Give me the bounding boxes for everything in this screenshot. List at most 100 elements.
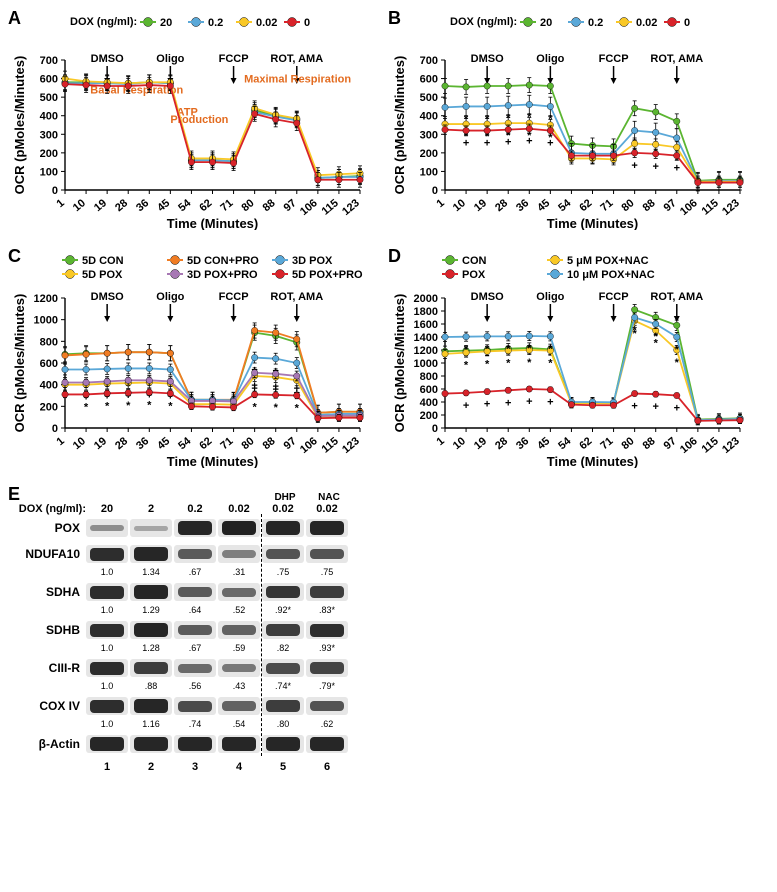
dens-val: .75 <box>262 567 304 579</box>
svg-text:0.2: 0.2 <box>208 17 223 29</box>
panel-E: E DHP NAC DOX (ng/ml):2020.20.020.020.02… <box>10 486 370 773</box>
svg-text:0: 0 <box>432 423 438 435</box>
protein-label: COX IV <box>10 699 86 713</box>
svg-text:5D POX: 5D POX <box>82 269 123 281</box>
svg-text:115: 115 <box>320 435 341 456</box>
svg-text:115: 115 <box>700 197 721 218</box>
svg-text:20: 20 <box>540 17 552 29</box>
dens-val: .43 <box>218 681 260 693</box>
lane-num: 4 <box>218 761 260 773</box>
svg-text:+: + <box>547 138 553 150</box>
dens-val: .79* <box>306 681 348 693</box>
svg-text:1200: 1200 <box>414 345 438 357</box>
svg-text:*: * <box>527 357 532 369</box>
svg-text:DMSO: DMSO <box>91 53 124 65</box>
svg-text:ROT, AMA: ROT, AMA <box>650 291 703 303</box>
dens-val: 1.28 <box>130 643 172 655</box>
svg-text:600: 600 <box>40 358 58 370</box>
dens-val: .74* <box>262 681 304 693</box>
bracket-label: DHP <box>264 492 306 503</box>
lane-dox: 20 <box>86 503 128 515</box>
svg-text:*: * <box>548 343 553 355</box>
protein-label: SDHA <box>10 585 86 599</box>
svg-text:123: 123 <box>340 435 362 456</box>
svg-text:5D CON+PRO: 5D CON+PRO <box>187 255 259 267</box>
svg-text:1200: 1200 <box>34 293 58 305</box>
blot-lane <box>86 545 128 563</box>
svg-text:1: 1 <box>435 435 447 448</box>
panel-letter: B <box>388 8 401 29</box>
svg-text:600: 600 <box>420 74 438 86</box>
svg-text:Time (Minutes): Time (Minutes) <box>547 216 639 230</box>
protein-label: CIII-R <box>10 661 86 675</box>
blot-lane <box>218 519 260 537</box>
dens-val: .52 <box>218 605 260 617</box>
gel-splice-line <box>261 514 262 756</box>
panel-C: C020040060080010001200110192836455462718… <box>10 248 370 468</box>
svg-text:POX: POX <box>462 269 486 281</box>
svg-text:115: 115 <box>320 197 341 218</box>
svg-text:DMSO: DMSO <box>91 291 124 303</box>
blot-row: β-Actin <box>10 731 370 757</box>
svg-text:28: 28 <box>493 197 510 214</box>
svg-text:+: + <box>272 381 278 393</box>
lane-dox: 0.2 <box>174 503 216 515</box>
dens-val: .88 <box>130 681 172 693</box>
svg-text:71: 71 <box>218 197 235 214</box>
dens-val: .31 <box>218 567 260 579</box>
svg-text:1600: 1600 <box>414 319 438 331</box>
blot-lane <box>130 519 172 537</box>
dens-val: .54 <box>218 719 260 731</box>
svg-text:28: 28 <box>493 435 510 452</box>
svg-text:CON: CON <box>462 255 487 267</box>
svg-text:500: 500 <box>40 92 58 104</box>
svg-text:71: 71 <box>218 435 235 452</box>
svg-text:OCR (pMoles/Minutes): OCR (pMoles/Minutes) <box>12 294 27 433</box>
svg-text:0: 0 <box>684 17 690 29</box>
lane-num: 2 <box>130 761 172 773</box>
svg-text:1: 1 <box>55 435 67 448</box>
svg-text:1: 1 <box>55 197 67 210</box>
dens-val: .80 <box>262 719 304 731</box>
blot-lane <box>262 697 304 715</box>
svg-text:*: * <box>485 358 490 370</box>
blot-lane <box>306 659 348 677</box>
svg-text:3D POX: 3D POX <box>292 255 333 267</box>
dens-val: .75 <box>306 567 348 579</box>
svg-text:100: 100 <box>40 166 58 178</box>
svg-text:OCR (pMoles/Minutes): OCR (pMoles/Minutes) <box>392 294 407 433</box>
svg-text:*: * <box>274 402 279 414</box>
svg-text:*: * <box>253 401 258 413</box>
svg-text:*: * <box>168 400 173 412</box>
svg-text:+: + <box>484 399 490 411</box>
svg-text:Time (Minutes): Time (Minutes) <box>547 454 639 468</box>
svg-text:*: * <box>84 401 89 413</box>
svg-text:FCCP: FCCP <box>219 53 249 65</box>
svg-text:10: 10 <box>451 197 468 214</box>
svg-text:1400: 1400 <box>414 332 438 344</box>
dens-val: 1.0 <box>86 719 128 731</box>
dens-val: 1.0 <box>86 681 128 693</box>
blot-lane <box>174 621 216 639</box>
svg-text:10: 10 <box>71 435 88 452</box>
densitometry-row: 1.01.16.74.54.80.62 <box>86 719 370 731</box>
blot-lane <box>86 583 128 601</box>
svg-text:+: + <box>505 397 511 409</box>
svg-text:+: + <box>652 401 658 413</box>
panel-D: D020040060080010001200140016001800200011… <box>390 248 750 468</box>
blot-lane <box>262 735 304 753</box>
blot-lane <box>262 659 304 677</box>
svg-text:62: 62 <box>577 197 594 214</box>
svg-text:106: 106 <box>678 435 700 456</box>
svg-text:+: + <box>674 163 680 175</box>
svg-text:5 μM POX+NAC: 5 μM POX+NAC <box>567 255 649 267</box>
dens-val: .62 <box>306 719 348 731</box>
svg-text:97: 97 <box>662 435 679 452</box>
blot-lane <box>130 583 172 601</box>
svg-text:DOX (ng/ml):: DOX (ng/ml): <box>450 16 517 28</box>
svg-text:800: 800 <box>40 336 58 348</box>
blot-lane <box>86 659 128 677</box>
svg-text:80: 80 <box>239 435 256 452</box>
svg-text:19: 19 <box>92 197 109 214</box>
svg-text:80: 80 <box>619 435 636 452</box>
